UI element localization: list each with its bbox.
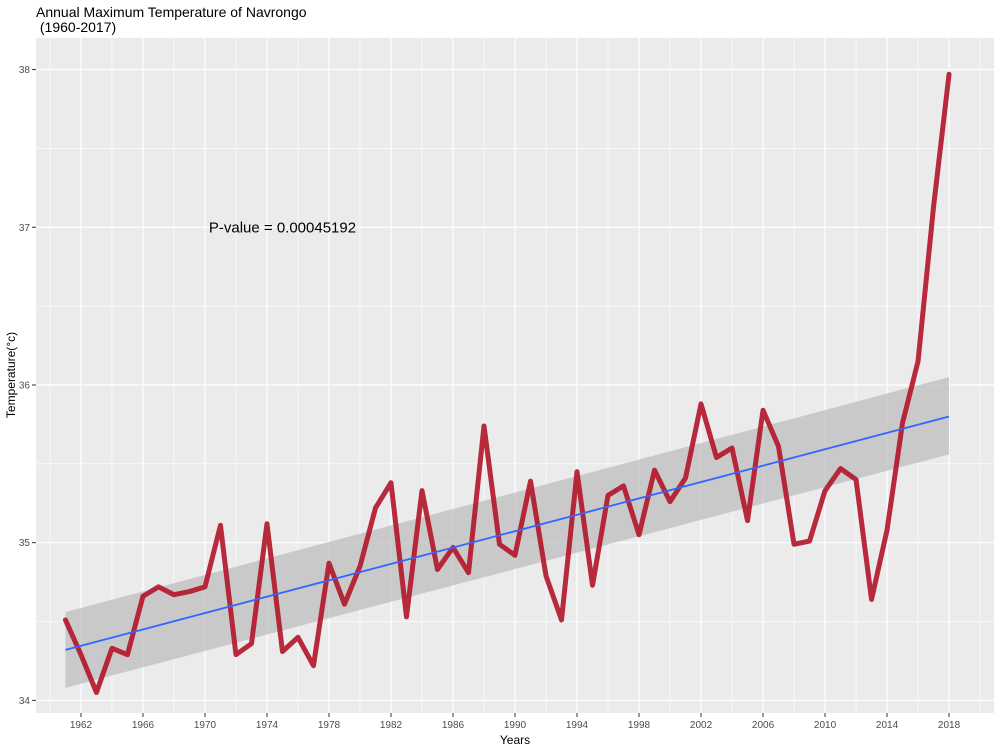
y-tick-label-38: 38	[19, 65, 31, 76]
data-point-1964	[109, 646, 114, 651]
data-point-1978	[326, 561, 331, 566]
data-point-1999	[652, 468, 657, 473]
data-point-1971	[218, 523, 223, 528]
data-point-1977	[311, 663, 316, 668]
data-point-2000	[668, 499, 673, 504]
data-point-1992	[544, 573, 549, 578]
x-tick-label-1978: 1978	[318, 720, 341, 731]
y-tick-label-34: 34	[19, 696, 31, 707]
data-point-1966	[140, 594, 145, 599]
data-point-2005	[745, 518, 750, 523]
data-point-1990	[513, 553, 518, 558]
data-point-1961	[63, 617, 68, 622]
data-point-2012	[854, 477, 859, 482]
y-axis-ticks: 34 35 36 37 38	[19, 65, 36, 707]
data-point-1983	[404, 614, 409, 619]
data-point-1987	[466, 570, 471, 575]
data-point-1993	[559, 617, 564, 622]
data-point-1976	[295, 635, 300, 640]
data-point-1975	[280, 649, 285, 654]
data-point-1985	[435, 567, 440, 572]
data-point-2009	[807, 539, 812, 544]
data-point-1969	[187, 589, 192, 594]
x-tick-label-2006: 2006	[752, 720, 775, 731]
data-point-2018	[947, 72, 952, 77]
data-point-1981	[373, 505, 378, 510]
data-point-1967	[156, 584, 161, 589]
data-point-2015	[900, 420, 905, 425]
data-point-2003	[714, 455, 719, 460]
x-tick-label-1966: 1966	[132, 720, 155, 731]
data-point-1965	[125, 652, 130, 657]
data-point-1982	[388, 480, 393, 485]
y-tick-label-36: 36	[19, 380, 31, 391]
data-point-2002	[699, 401, 704, 406]
data-point-1995	[590, 583, 595, 588]
data-point-1979	[342, 602, 347, 607]
data-point-1984	[419, 488, 424, 493]
y-axis-title: Temperature(°c)	[4, 332, 18, 418]
data-point-2011	[838, 466, 843, 471]
data-point-1996	[606, 493, 611, 498]
data-point-1962	[78, 652, 83, 657]
data-point-1963	[94, 690, 99, 695]
data-point-2013	[869, 597, 874, 602]
data-point-2016	[916, 359, 921, 364]
data-point-2006	[761, 408, 766, 413]
data-point-1997	[621, 483, 626, 488]
x-tick-label-1974: 1974	[256, 720, 279, 731]
x-axis-ticks: 1962 1966 1970 1974 1978 1982 1986 1990 1994 1998…	[70, 713, 961, 731]
data-point-1974	[264, 521, 269, 526]
data-point-2017	[931, 204, 936, 209]
data-point-2010	[823, 488, 828, 493]
chart-title-line1: Annual Maximum Temperature of Navrongo	[36, 4, 307, 20]
p-value-annotation: P-value = 0.00045192	[209, 219, 356, 236]
data-point-2004	[730, 446, 735, 451]
data-point-1991	[528, 479, 533, 484]
minor-grid	[36, 38, 994, 713]
data-point-1970	[202, 584, 207, 589]
x-tick-label-2018: 2018	[938, 720, 961, 731]
y-tick-label-37: 37	[19, 223, 31, 234]
data-point-2001	[683, 476, 688, 481]
x-tick-label-1982: 1982	[380, 720, 403, 731]
data-point-1998	[637, 532, 642, 537]
x-tick-label-1994: 1994	[566, 720, 589, 731]
x-tick-label-2014: 2014	[876, 720, 899, 731]
x-tick-label-1998: 1998	[628, 720, 651, 731]
x-tick-label-1990: 1990	[504, 720, 527, 731]
data-point-1980	[357, 564, 362, 569]
y-tick-label-35: 35	[19, 538, 31, 549]
data-point-1989	[497, 542, 502, 547]
data-point-1973	[249, 641, 254, 646]
temperature-series-line	[62, 71, 952, 695]
trend-line	[65, 415, 950, 651]
data-point-2007	[776, 444, 781, 449]
data-point-2008	[792, 542, 797, 547]
data-point-2014	[885, 528, 890, 533]
data-point-1994	[575, 469, 580, 474]
data-point-1972	[233, 652, 238, 657]
x-tick-label-1986: 1986	[442, 720, 465, 731]
data-point-1988	[481, 423, 486, 428]
x-tick-label-1962: 1962	[70, 720, 93, 731]
x-tick-label-1970: 1970	[194, 720, 217, 731]
x-tick-label-2002: 2002	[690, 720, 713, 731]
chart-title-line2: (1960-2017)	[36, 19, 116, 35]
x-axis-title: Years	[500, 733, 530, 747]
x-tick-label-2010: 2010	[814, 720, 837, 731]
data-point-1968	[171, 592, 176, 597]
